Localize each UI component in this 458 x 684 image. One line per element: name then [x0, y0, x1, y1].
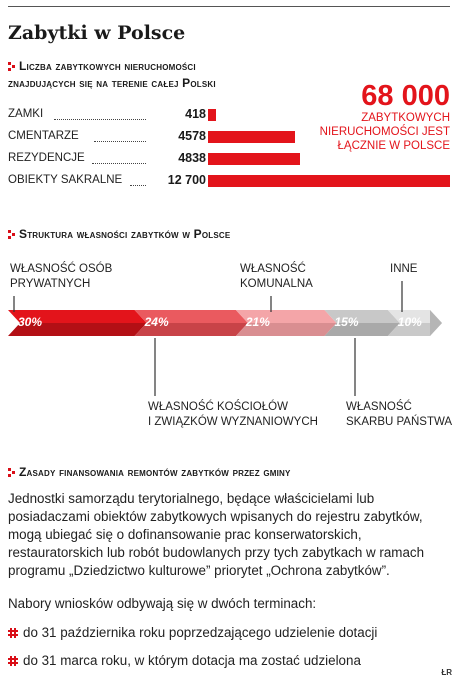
ownership-segment-shade-0	[8, 323, 147, 336]
bar-0	[208, 109, 216, 121]
section3-heading: Zasady finansowania remontów zabytków pr…	[19, 465, 291, 479]
grid-bullet-icon	[8, 628, 18, 638]
term-item-1: do 31 października roku poprzedzającego …	[8, 625, 377, 640]
total-desc-line1: zabytkowych	[361, 112, 450, 124]
top-rule	[8, 6, 450, 7]
leader-dots	[94, 141, 146, 142]
page-title: Zabytki w Polsce	[8, 22, 186, 44]
ownership-segment-4	[387, 310, 442, 323]
bar-3	[208, 175, 450, 187]
term-item-2: do 31 marca roku, w którym dotacja ma zo…	[8, 653, 361, 668]
ownership-label-3: Własność skarbu państwa	[346, 401, 453, 428]
ownership-segment-shade-3	[324, 323, 400, 336]
total-desc-line3: łącznie w Polsce	[337, 140, 450, 152]
ownership-segment-shade-2	[235, 323, 337, 336]
ownership-pct-label: 21%	[245, 315, 270, 329]
ownership-label-2: Własność komunalna	[240, 263, 313, 290]
section-marker-icon	[8, 468, 16, 477]
ownership-segment-2	[235, 310, 337, 323]
section1-heading-line2: znajdujących się na terenie całej Polski	[8, 76, 216, 90]
bar-value-label: 12 700	[167, 173, 206, 187]
ownership-label-4: Inne	[390, 263, 418, 275]
total-description: zabytkowych nieruchomości jest łącznie w…	[280, 111, 450, 153]
section-marker-icon	[8, 62, 16, 71]
section2-heading: Struktura własności zabytków w Polsce	[19, 227, 231, 241]
grid-bullet-icon	[8, 656, 18, 666]
leader-dots	[54, 119, 146, 120]
ownership-segment-3	[324, 310, 400, 323]
ownership-label-0: Własność osób prywatnych	[10, 263, 113, 290]
term-1-text: do 31 października roku poprzedzającego …	[23, 625, 378, 640]
section-marker-icon	[8, 230, 16, 239]
bar-value-label: 4838	[178, 151, 206, 165]
leader-dots	[92, 163, 146, 164]
leader-dots	[130, 185, 146, 186]
ownership-label-1: Własność kościołów i związków wyznaniowyc…	[148, 401, 318, 428]
total-value: 68 000	[361, 80, 450, 112]
ownership-pct-label: 10%	[398, 315, 422, 329]
bar-category-label: zamki	[8, 108, 44, 120]
total-desc-line2: nieruchomości jest	[319, 126, 450, 138]
ownership-chart: 30% 24% 21% 15% 10%	[8, 281, 442, 396]
bar-value-label: 4578	[178, 129, 206, 143]
bar-category-label: rezydencje	[8, 152, 85, 164]
ownership-pct-label: 24%	[144, 315, 169, 329]
bar-1	[208, 131, 296, 143]
bar-category-label: cmentarze	[8, 130, 79, 142]
ownership-segment-1	[134, 310, 248, 323]
terms-intro: Nabory wniosków odbywają się w dwóch ter…	[8, 596, 317, 611]
ownership-segment-shade-1	[134, 323, 248, 336]
term-2-text: do 31 marca roku, w którym dotacja ma zo…	[23, 653, 361, 668]
financing-paragraph: Jednostki samorządu terytorialnego, będą…	[8, 491, 425, 578]
bar-value-label: 418	[185, 107, 206, 121]
bar-2	[208, 153, 301, 165]
ownership-segment-shade-4	[387, 323, 442, 336]
bar-end-cap	[430, 310, 442, 336]
bar-category-label: obiekty sakralne	[8, 174, 123, 186]
author-credit: ŁR	[441, 668, 452, 677]
ownership-pct-label: 30%	[18, 315, 42, 329]
ownership-pct-label: 15%	[335, 315, 359, 329]
ownership-segment-0	[8, 310, 147, 323]
section1-heading-line1: Liczba zabytkowych nieruchomości	[19, 59, 196, 73]
